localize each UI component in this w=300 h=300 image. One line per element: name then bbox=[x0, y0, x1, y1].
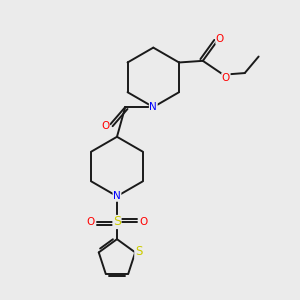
Text: S: S bbox=[113, 215, 121, 229]
Text: O: O bbox=[139, 217, 148, 227]
Text: N: N bbox=[113, 191, 121, 201]
Text: O: O bbox=[86, 217, 95, 227]
Text: O: O bbox=[222, 73, 230, 83]
Text: N: N bbox=[149, 102, 157, 112]
Text: O: O bbox=[216, 34, 224, 44]
Text: S: S bbox=[135, 245, 142, 258]
Text: O: O bbox=[101, 121, 110, 131]
